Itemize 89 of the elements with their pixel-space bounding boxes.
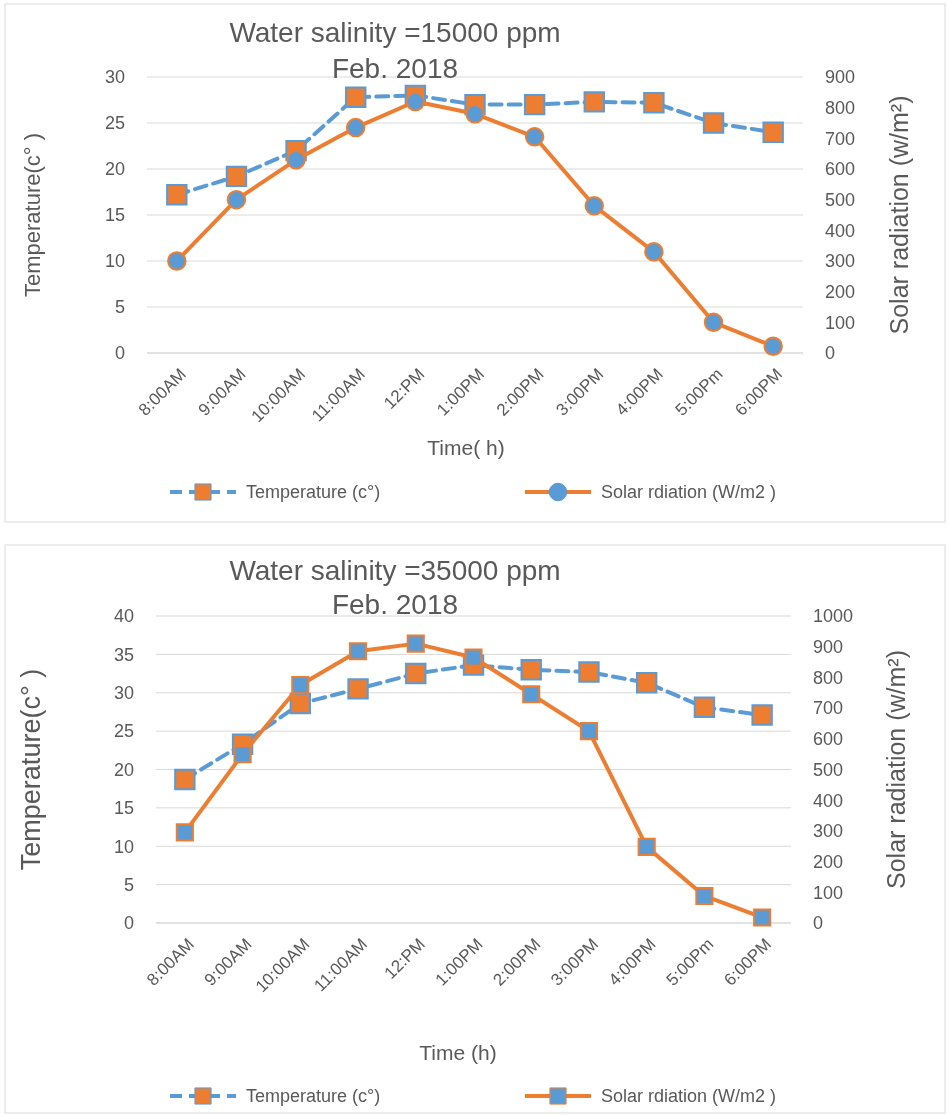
point: [166, 184, 188, 206]
y-tick-label: 30: [113, 683, 134, 704]
y2-tick-label: 500: [813, 759, 844, 780]
legend-label: Solar rdiation (W/m2 ): [601, 1086, 777, 1107]
y-tick-label: 20: [104, 159, 125, 180]
y2-tick-label: 900: [813, 637, 844, 657]
y2-tick-label: 600: [813, 729, 844, 750]
point: [405, 662, 427, 685]
point: [751, 704, 773, 726]
y-tick-label: 0: [114, 343, 125, 364]
chart-title: Water salinity =15000 ppm: [229, 17, 561, 48]
y-tick-label: 25: [104, 113, 125, 134]
point: [762, 121, 784, 143]
point: [167, 251, 187, 271]
y2-tick-label: 400: [825, 220, 856, 241]
point: [520, 659, 542, 681]
y2-axis-title: Solar radiation (w/m²): [882, 650, 910, 889]
y-tick-label: 5: [123, 874, 134, 895]
y2-tick-label: 200: [825, 281, 856, 302]
y2-tick-label: 100: [825, 312, 856, 333]
y2-tick-label: 700: [813, 698, 844, 719]
y-axis-title: Temperature(c° ): [16, 668, 46, 871]
legend-label: Temperature (c°): [246, 1086, 381, 1107]
point: [226, 189, 247, 210]
point: [347, 678, 369, 700]
y-tick-label: 35: [113, 644, 134, 665]
point: [753, 908, 772, 927]
y-tick-label: 40: [113, 606, 134, 627]
y2-tick-label: 300: [825, 251, 856, 272]
point: [233, 745, 252, 764]
point: [345, 117, 366, 138]
point: [291, 676, 310, 695]
point: [578, 661, 600, 683]
point: [522, 685, 541, 704]
y-tick-label: 25: [113, 721, 134, 742]
y-tick-label: 10: [104, 251, 125, 272]
y2-tick-label: 400: [813, 790, 844, 811]
point: [175, 823, 194, 842]
point: [348, 642, 368, 661]
point: [763, 336, 783, 356]
point: [405, 91, 426, 112]
point: [584, 196, 605, 216]
y2-tick-label: 700: [825, 128, 856, 149]
point: [693, 696, 716, 719]
point: [583, 91, 605, 113]
point: [524, 127, 545, 147]
point: [643, 92, 665, 114]
y2-tick-label: 0: [813, 913, 824, 934]
y-tick-label: 5: [114, 297, 125, 318]
point: [523, 93, 546, 116]
point: [174, 768, 196, 791]
y-tick-label: 15: [113, 798, 134, 819]
y2-tick-label: 300: [813, 821, 844, 842]
y2-tick-label: 0: [825, 343, 836, 364]
point: [635, 672, 658, 694]
y-tick-label: 20: [113, 759, 134, 780]
point: [703, 312, 724, 333]
point: [406, 634, 425, 653]
y2-tick-label: 500: [825, 189, 856, 210]
legend-label: Temperature (c°): [246, 482, 381, 503]
point: [465, 104, 485, 124]
point: [464, 648, 483, 667]
y2-tick-label: 600: [825, 159, 856, 180]
y-tick-label: 10: [113, 836, 134, 857]
point: [637, 837, 656, 856]
chart-subtitle: Feb. 2018: [331, 589, 459, 620]
chart-subtitle: Feb. 2018: [331, 53, 459, 84]
chart-title: Water salinity =35000 ppm: [229, 555, 561, 586]
y-tick-label: 0: [123, 913, 134, 934]
y-tick-label: 15: [104, 205, 125, 226]
point: [286, 150, 306, 170]
x-axis-title: Time( h): [427, 436, 505, 459]
point: [644, 242, 664, 262]
y2-tick-label: 200: [813, 851, 844, 872]
y2-tick-label: 900: [825, 67, 856, 88]
y2-axis-title: Solar radiation (w/m²): [885, 95, 913, 335]
point: [702, 112, 725, 134]
y2-tick-label: 100: [813, 882, 844, 903]
legend-label: Solar rdiation (W/m2 ): [601, 482, 777, 503]
point: [225, 165, 248, 188]
point: [695, 886, 714, 906]
y2-tick-label: 800: [825, 97, 856, 118]
point: [579, 722, 599, 741]
y-axis-title: Temperature(c° ): [20, 132, 45, 298]
point: [345, 86, 367, 108]
x-axis-title: Time (h): [419, 1041, 497, 1064]
y2-tick-label: 800: [813, 667, 844, 688]
y-tick-label: 30: [104, 67, 125, 88]
y2-tick-label: 1000: [813, 606, 854, 627]
